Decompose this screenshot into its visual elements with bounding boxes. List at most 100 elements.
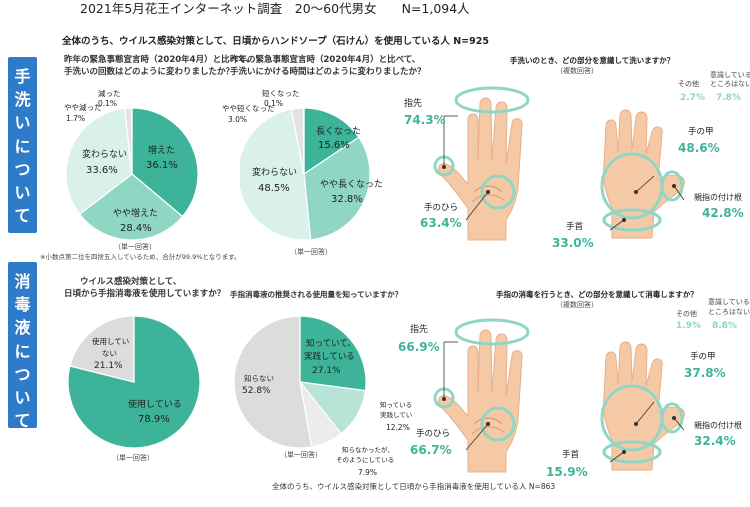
- pie-slice: [69, 315, 135, 383]
- palm-value: 63.4%: [420, 216, 462, 230]
- pie3-value: 21.1%: [94, 361, 123, 371]
- pie-slice: [303, 136, 371, 241]
- other-label: その他: [678, 80, 699, 88]
- other-label: その他: [676, 310, 697, 318]
- pie-chart-usage-amount: [233, 315, 367, 449]
- section-tab-disinfect: 消 毒 液 に つ い て: [8, 262, 37, 430]
- hand-illustration-back: [600, 109, 685, 239]
- pie4-value: 12.2%: [386, 423, 410, 432]
- thumb-label: 親指の付け根: [694, 421, 742, 430]
- pie2-label: 長くなった: [316, 127, 362, 137]
- pie-chart-disinfectant-usage: [67, 315, 201, 449]
- handwash-q1: 昨年の緊急事態宣言時（2020年4月）と比べて、 手洗いの回数はどのように変わり…: [64, 55, 255, 78]
- palm-value: 66.7%: [410, 443, 452, 457]
- pie1-value: 1.7%: [66, 114, 86, 123]
- wrist-highlight: [602, 440, 662, 464]
- tab-char: 液: [14, 318, 31, 338]
- hand2-question: 手指の消毒を行うとき、どの部分を意識して消毒しますか？: [496, 290, 698, 299]
- pie2-label: やや短くなった: [222, 104, 275, 113]
- hand2-multi-answer: （複数回答）: [556, 301, 598, 309]
- hand-illustration-palm: [433, 86, 530, 241]
- pie3-label: 使用してい: [92, 337, 130, 346]
- back-label: 手の甲: [688, 127, 714, 137]
- fingertip-label: 指先: [410, 325, 429, 335]
- wrist-value: 33.0%: [552, 236, 594, 250]
- wrist-label: 手首: [562, 450, 580, 460]
- pie4-label: 実践してい: [380, 411, 413, 419]
- single-answer-note: （単一回答）: [112, 454, 154, 462]
- handwash-subtitle: 全体のうち、ウイルス感染対策として、日頃からハンドソープ（石けん）を使用している…: [62, 36, 489, 47]
- pie-slice: [65, 107, 133, 216]
- handwash-q2: 昨年の緊急事態宣言時（2020年4月）と比べて、 手洗いにかける時間はどのように…: [230, 55, 426, 78]
- single-answer-note: （単一回答）: [290, 248, 332, 256]
- none-label: ところはない: [710, 80, 750, 88]
- wrist-label: 手首: [566, 222, 584, 232]
- palm-highlight: [480, 406, 516, 442]
- pie3-label: 使用している: [128, 400, 182, 410]
- tab-char: い: [14, 387, 31, 407]
- pie1-label: 増えた: [148, 146, 176, 156]
- pie4-label: 知っていて、: [306, 339, 356, 349]
- tab-char: 洗: [14, 90, 31, 110]
- pie4-label: 知らない: [244, 374, 274, 383]
- palm-label: 手のひら: [424, 203, 459, 213]
- pie2-label: やや長くなった: [320, 180, 384, 190]
- wrist-highlight: [602, 208, 662, 232]
- page-title: 2021年5月花王インターネット調査 20〜60代男女 N=1,094人: [80, 1, 470, 16]
- thumb-base-highlight: [660, 170, 684, 202]
- pie3-label: ない: [102, 349, 117, 358]
- pie4-value: 7.9%: [358, 468, 378, 477]
- pie4-value: 27.1%: [312, 366, 341, 376]
- pie1-value: 33.6%: [86, 165, 118, 176]
- tab-char: に: [14, 136, 31, 156]
- pie-slice: [303, 107, 360, 176]
- tab-char: 手: [14, 67, 31, 86]
- pie-slice: [78, 173, 184, 241]
- thumb-label: 親指の付け根: [694, 193, 742, 202]
- pie-chart-wash-time: [240, 107, 371, 241]
- hand1-question: 手洗いのとき、どの部分を意識して洗いますか？: [510, 56, 675, 65]
- pie1-value: 0.1%: [98, 99, 118, 108]
- pie2-value: 32.8%: [331, 194, 363, 205]
- pie4-label: 知っている: [380, 401, 413, 409]
- single-answer-note: （単一回答）: [280, 451, 322, 459]
- pie4-label: 実践している: [304, 352, 355, 362]
- pie2-label: 変わらない: [252, 168, 298, 178]
- pie-chart-wash-count: [65, 107, 199, 241]
- pie4-value: 52.8%: [242, 386, 271, 396]
- palm-label: 手のひら: [416, 429, 451, 439]
- pie2-value: 15.6%: [318, 140, 350, 151]
- pie2-label: 短くなった: [262, 89, 300, 98]
- back-label: 手の甲: [690, 352, 716, 362]
- tab-char: つ: [14, 159, 31, 179]
- pie-slice: [299, 315, 367, 392]
- none-value: 8.8%: [712, 321, 737, 331]
- fingertip-value: 66.9%: [398, 340, 440, 354]
- pie4-label: 知らなかったが、: [342, 446, 394, 454]
- tab-char: て: [14, 411, 31, 431]
- disinfect-q2: 手指消毒液の推奨される使用量を知っていますか？: [230, 290, 403, 299]
- other-value: 2.7%: [680, 93, 705, 103]
- tab-char: 毒: [14, 295, 31, 315]
- back-value: 37.8%: [684, 366, 726, 380]
- hand-illustration-back: [600, 341, 685, 471]
- other-value: 1.9%: [676, 321, 701, 331]
- pie-slice: [131, 107, 199, 218]
- none-label: 意識している: [710, 71, 750, 79]
- tab-char: い: [14, 113, 31, 133]
- pie-slice: [240, 108, 312, 241]
- footnote: ※小数点第二位を四捨五入しているため、合計が99.9%となります。: [40, 253, 241, 261]
- tab-char: 消: [14, 272, 31, 291]
- hand1-multi-answer: （複数回答）: [556, 67, 598, 75]
- tab-char: て: [14, 206, 31, 226]
- pie1-label: やや増えた: [113, 209, 159, 219]
- pie-slice: [233, 315, 313, 449]
- tab-char: つ: [14, 364, 31, 384]
- tab-char: に: [14, 341, 31, 361]
- pie4-label: そのようにしている: [336, 456, 395, 464]
- section-tab-handwash: 手 洗 い に つ い て: [8, 57, 37, 233]
- pie1-label: 変わらない: [82, 150, 128, 160]
- fingertip-highlight: [454, 318, 530, 346]
- thumb-value: 42.8%: [702, 206, 744, 220]
- pie1-value: 28.4%: [120, 223, 152, 234]
